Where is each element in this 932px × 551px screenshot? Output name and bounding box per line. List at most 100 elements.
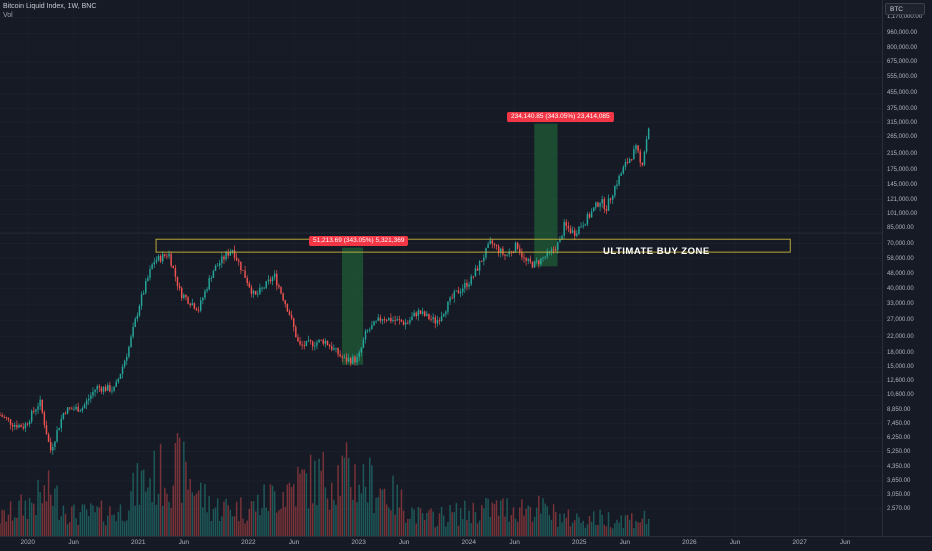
candle-body [533,261,536,268]
volume-bar [206,512,208,536]
legend-title: Bitcoin Liquid Index, 1W, BNC [3,3,97,10]
candle-body [595,202,597,208]
candle-body [147,277,149,282]
candle-body [60,418,63,428]
candle-body [419,310,422,314]
volume-bar [49,494,52,536]
price-tick-label: 555,000.00 [887,74,918,81]
candle-body [244,270,246,278]
volume-bar [392,475,394,536]
candle-body [371,325,373,330]
volume-bar [140,470,143,536]
volume-bar [271,485,274,536]
volume-bar [362,464,365,536]
price-tick-label: 315,000.00 [887,119,918,126]
price-tick-label: 2,570.00 [887,506,911,513]
candle-body [311,341,314,347]
candle-body [612,195,614,200]
volume-bar [442,515,445,536]
volume-bar [603,524,606,536]
candle-body [288,311,291,316]
price-tick-label: 265,000.00 [887,133,918,140]
price-tick-label: 145,000.00 [887,182,918,189]
candle-body [552,249,555,251]
candle-body [330,346,333,350]
candle-body [41,399,43,413]
candle-body [369,329,371,331]
candle-body [597,202,599,207]
price-chart[interactable] [0,0,882,536]
volume-bar [248,508,251,536]
volume-bar [584,527,587,536]
candle-body [199,300,202,311]
volume-bar [299,473,301,536]
candle-body [229,251,232,256]
volume-bar [199,482,202,536]
measure-label-2: 234,140.85 (343.05%) 23,414,085 [507,112,614,122]
chart-area[interactable]: Bitcoin Liquid Index, 1W, BNC Vol 51,213… [0,0,882,536]
volume-bar [73,504,75,536]
volume-bar [601,514,603,536]
volume-bar [288,482,291,536]
volume-bar [618,522,620,536]
candle-body [599,203,601,207]
candle-body [622,167,625,174]
candle-body [238,260,240,262]
buy-zone-rect [155,238,791,253]
candle-body [584,224,587,226]
volume-bar [52,505,54,536]
candle-body [523,257,525,259]
candle-body [295,326,297,338]
candle-body [514,242,517,253]
volume-bar [307,508,310,536]
volume-bar [286,484,289,536]
currency-selector[interactable]: BTC [885,3,925,15]
price-scale[interactable]: 1,170,000.00 960,000.00 800,000.00 675,000.… [882,0,932,536]
volume-bar [214,507,217,536]
candle-body [438,320,441,322]
volume-bar [356,502,358,536]
candle-body [358,352,360,358]
candle-body [155,260,158,263]
candle-body [126,356,128,361]
candle-body [605,209,608,211]
candle-body [635,145,637,150]
volume-bar [354,464,356,536]
volume-bar [531,521,534,536]
candle-body [24,423,27,429]
candle-body [607,198,610,211]
candle-body [187,297,189,304]
volume-bar [322,451,325,536]
volume-bar [474,512,477,536]
time-scale[interactable]: 2020 Jun 2021 Jun 2022 Jun 2023 Jun 2024 Jun 2025 J… [0,536,932,551]
volume-bar [434,527,437,536]
candle-body [161,254,164,262]
volume-bar [637,522,639,536]
candle-body [508,251,510,255]
volume-bar [229,509,232,536]
candle-body [502,248,504,255]
candle-body [472,276,475,278]
volume-bar [470,523,472,536]
volume-bar [170,507,172,536]
candle-body [561,235,563,240]
volume-bar [24,500,27,536]
candle-body [261,287,263,289]
volume-bar [626,514,629,536]
candle-body [223,256,225,260]
candle-body [77,406,79,412]
volume-bar [183,441,185,536]
candle-body [578,226,580,234]
candle-body [455,290,458,292]
candle-body [79,410,82,412]
candle-body [195,308,198,311]
candle-body [449,297,451,302]
volume-bar [597,524,599,536]
volume-bar [94,512,96,536]
volume-bar [301,469,303,536]
volume-bar [216,498,219,536]
candle-body [645,139,648,152]
legend-volume: Vol [3,12,13,19]
volume-bar [339,496,341,536]
volume-bar [388,507,390,536]
